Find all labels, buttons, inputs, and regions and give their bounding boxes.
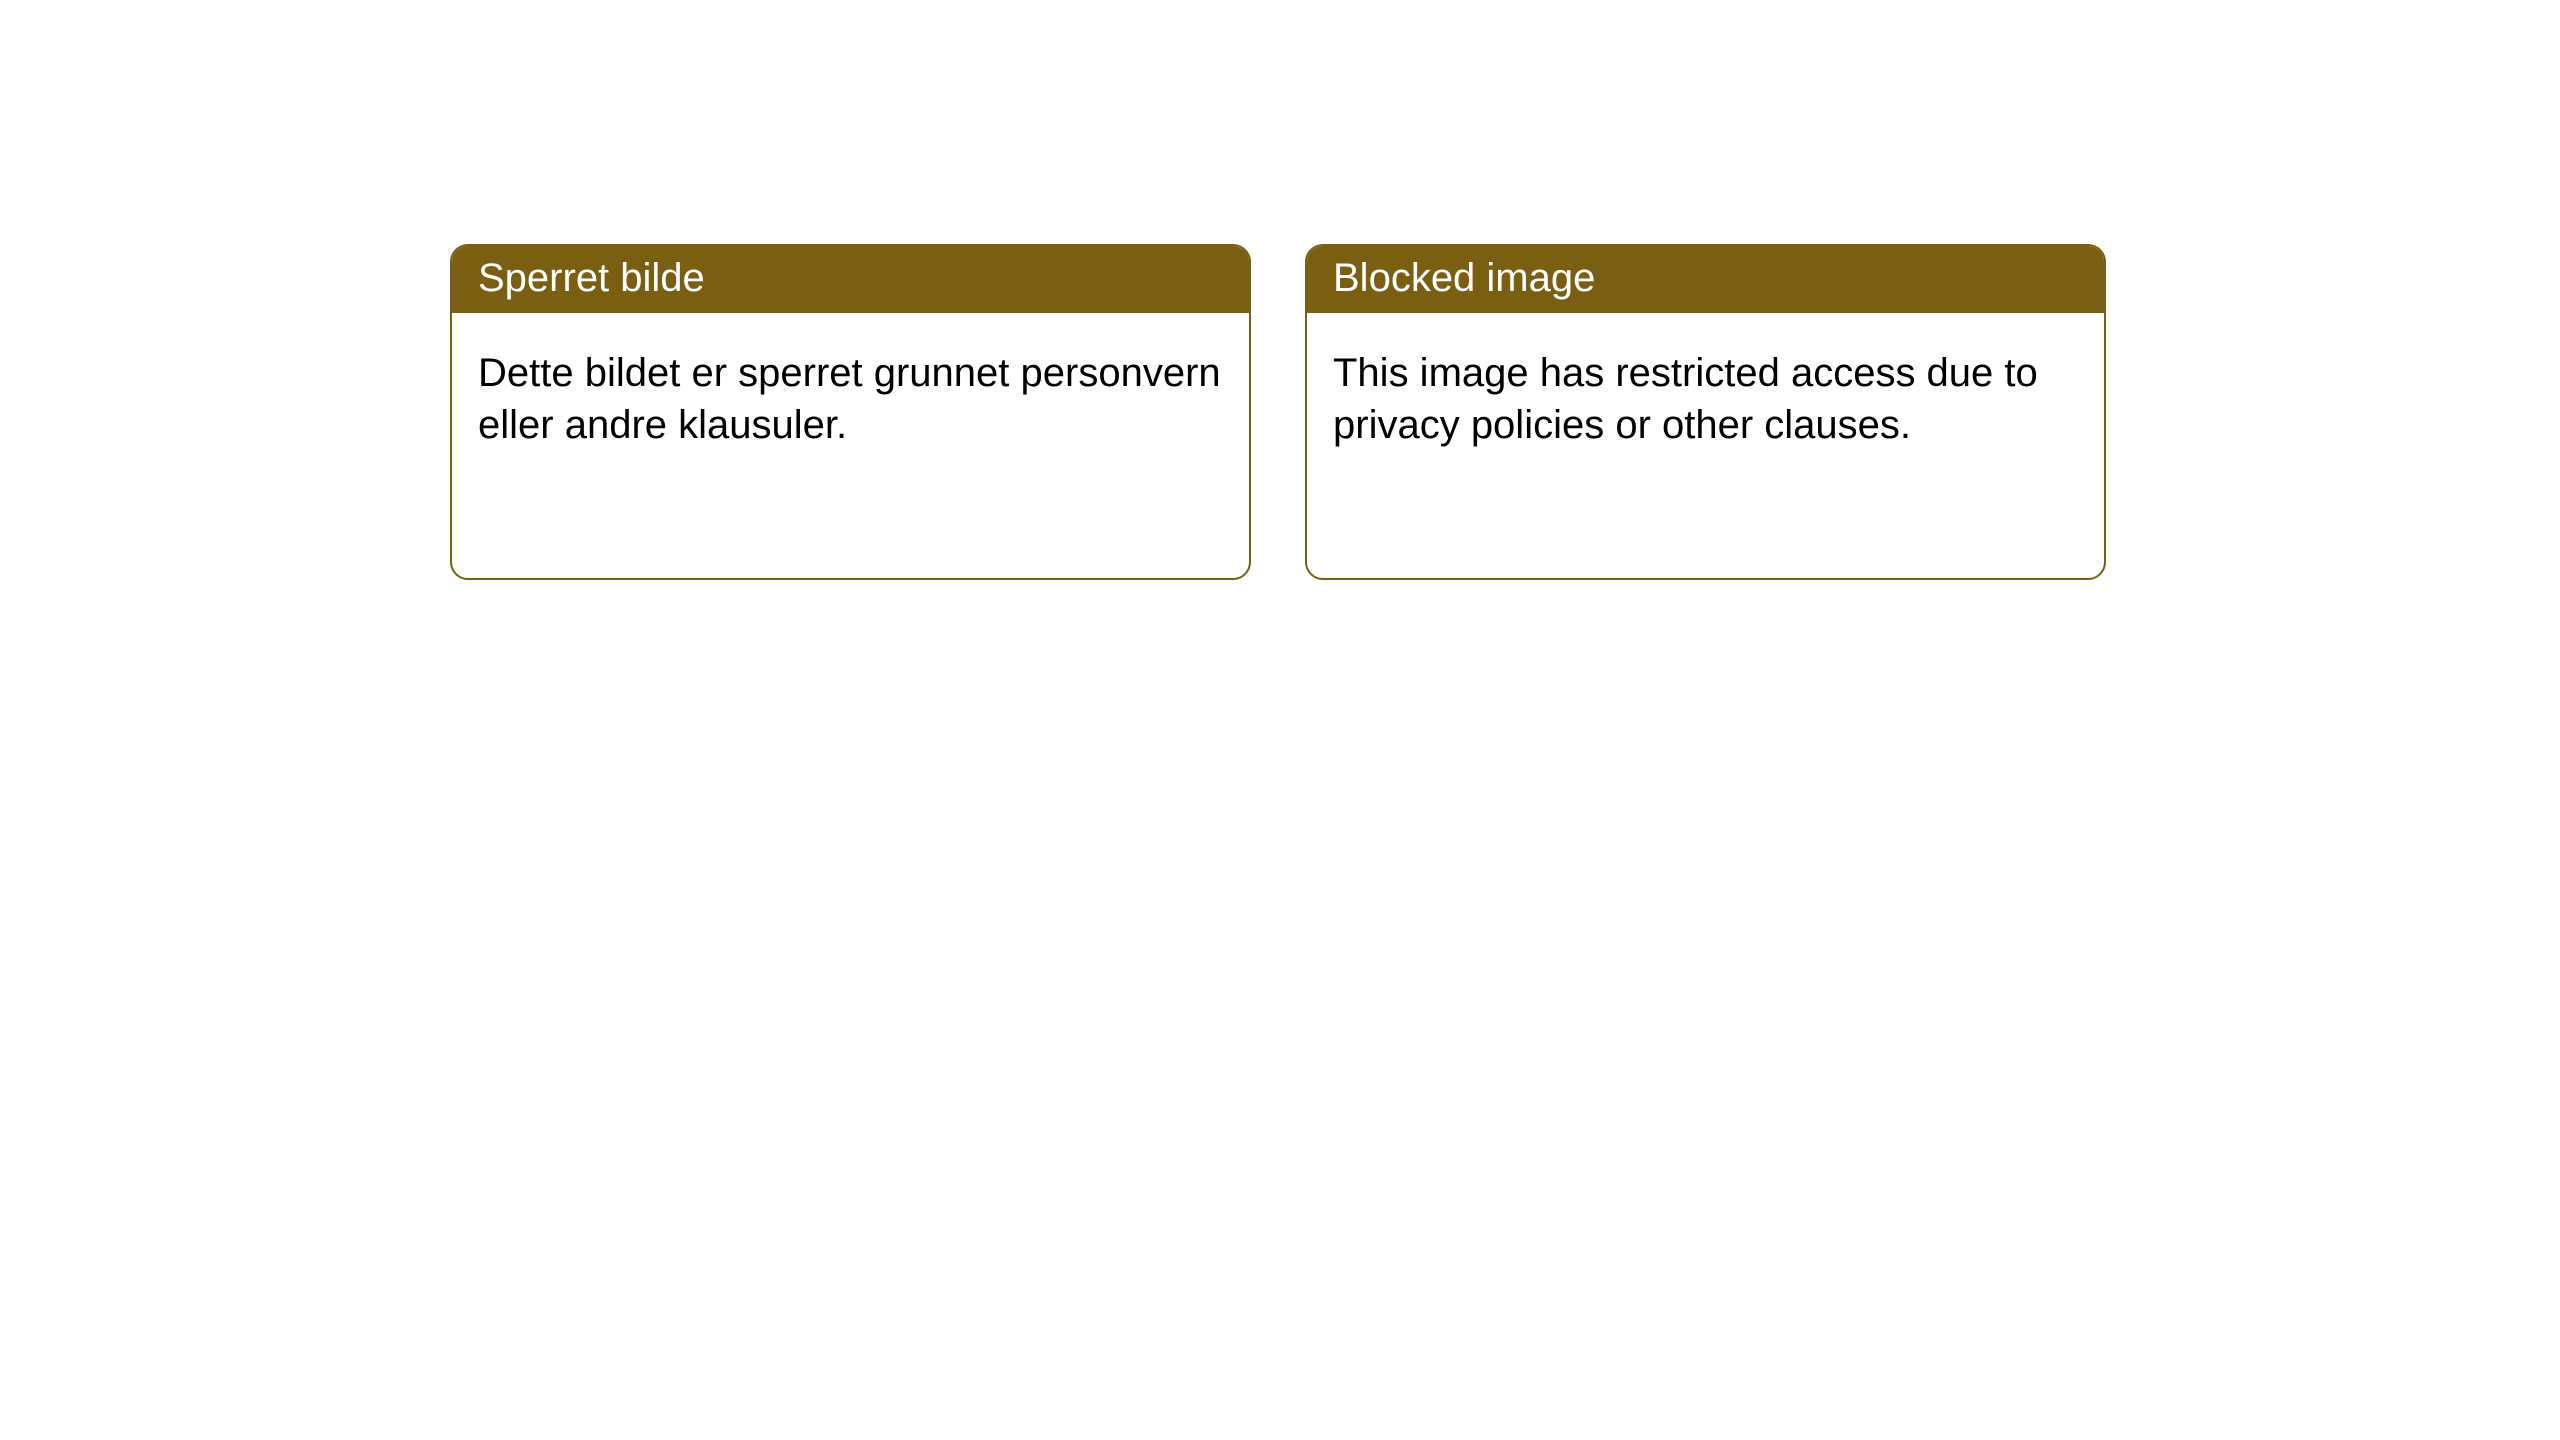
blocked-image-card-norwegian: Sperret bilde Dette bildet er sperret gr… xyxy=(450,244,1251,580)
card-body-english: This image has restricted access due to … xyxy=(1307,313,2104,485)
notice-container: Sperret bilde Dette bildet er sperret gr… xyxy=(0,0,2560,580)
card-body-norwegian: Dette bildet er sperret grunnet personve… xyxy=(452,313,1249,485)
card-header-english: Blocked image xyxy=(1307,246,2104,313)
blocked-image-card-english: Blocked image This image has restricted … xyxy=(1305,244,2106,580)
card-header-norwegian: Sperret bilde xyxy=(452,246,1249,313)
